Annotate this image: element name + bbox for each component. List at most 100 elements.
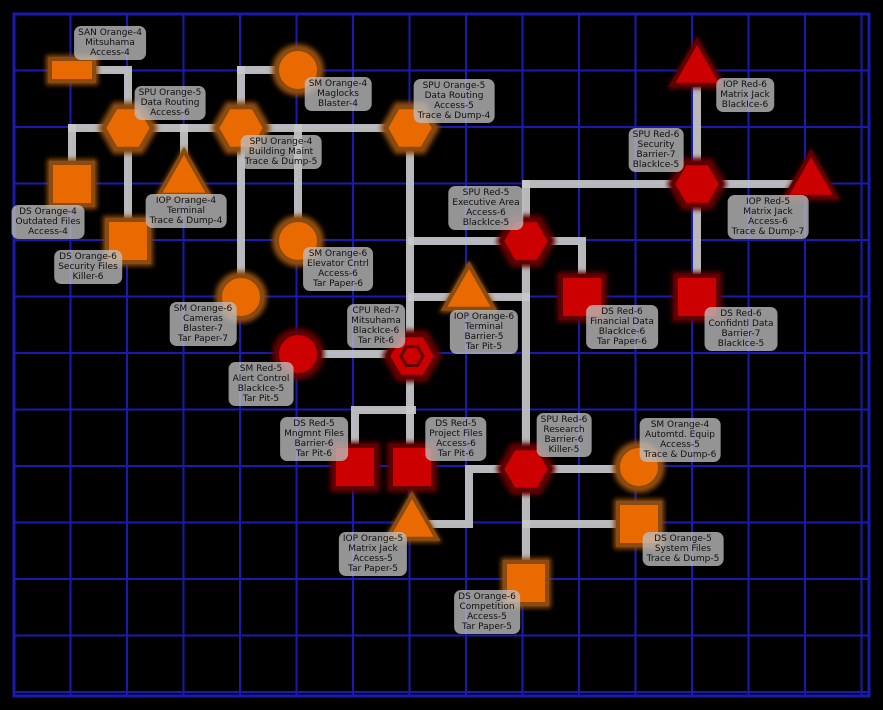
label-line: Trace & Dump-4 xyxy=(417,111,491,121)
label-line: System Files xyxy=(654,544,712,554)
label-line: Access-4 xyxy=(90,48,130,58)
label-line: SM Orange-6 xyxy=(173,304,233,314)
label-line: DS Red-5 xyxy=(293,419,335,429)
label-line: Matrix Jack xyxy=(720,90,770,100)
label-line: BlackIce-6 xyxy=(598,327,646,337)
sm-cameras-label: SM Orange-6 Cameras Blaster-7 Tar Paper-7 xyxy=(169,302,237,346)
grid-border xyxy=(12,12,871,698)
label-line: Automtd. Equip xyxy=(645,430,715,440)
label-line: DS Orange-6 xyxy=(59,252,117,262)
label-line: Blaster-4 xyxy=(317,99,359,109)
label-line: Access-6 xyxy=(318,269,358,279)
label-line: Barrier-6 xyxy=(544,435,584,445)
iop-matrix-jack-5-node[interactable] xyxy=(781,148,841,201)
ds-security-files-label: DS Orange-6 Security Files Killer-6 xyxy=(54,250,122,284)
label-line: IOP Orange-6 xyxy=(453,312,515,322)
san-mitsuhama-node[interactable] xyxy=(46,55,98,85)
label-line: Tar Paper-6 xyxy=(313,279,363,289)
label-line: Elevator Cntrl xyxy=(307,259,369,269)
label-line: SAN Orange-4 xyxy=(78,28,142,38)
label-line: SM Red-5 xyxy=(239,364,283,374)
sm-maglocks-label: SM Orange-4 Maglocks Blaster-4 xyxy=(304,77,372,111)
label-line: Tar Pit-6 xyxy=(357,336,395,346)
label-line: Access-6 xyxy=(436,439,476,449)
spu-data-routing-5-label: SPU Orange-5 Data Routing Access-5 Trace & … xyxy=(413,79,495,123)
iop-terminal-6-node[interactable] xyxy=(439,260,499,313)
ds-security-files-node[interactable] xyxy=(103,216,153,266)
iop-matrix-jack-5-label: IOP Red-5 Matrix Jack Access-6 Trace & Dump… xyxy=(727,195,809,239)
label-line: DS Red-6 xyxy=(601,307,643,317)
spu-executive-label: SPU Red-5 Executive Area Access-6 BlackIce-… xyxy=(448,186,524,230)
label-line: Alert Control xyxy=(232,374,290,384)
iop-terminal-6-label: IOP Orange-6 Terminal Barrier-5 Tar Pit-5 xyxy=(449,310,519,354)
ds-outdated-files-label: DS Orange-4 Outdated Files Access-4 xyxy=(11,205,85,239)
label-line: SPU Red-5 xyxy=(462,188,510,198)
label-line: Barrier-5 xyxy=(464,332,504,342)
label-line: SPU Red-6 xyxy=(632,130,680,140)
label-line: Access-6 xyxy=(466,208,506,218)
label-line: Trace & Dump-5 xyxy=(244,157,318,167)
label-line: Access-6 xyxy=(150,108,190,118)
label-line: Matrix Jack xyxy=(743,207,793,217)
iop-matrix-jack-6-node[interactable] xyxy=(667,36,727,89)
iop-terminal-4-label: IOP Orange-4 Terminal Trace & Dump-4 xyxy=(145,194,227,228)
label-line: DS Orange-5 xyxy=(654,534,712,544)
label-line: BlackIce-5 xyxy=(717,339,765,349)
label-line: Mitsuhama xyxy=(85,38,135,48)
spu-security-node[interactable] xyxy=(667,158,727,210)
label-line: SPU Red-6 xyxy=(540,415,588,425)
ds-mngmnt-files-label: DS Red-5 Mngmnt Files Barrier-6 Tar Pit-6 xyxy=(280,417,348,461)
iop-matrix-jack-orange-label: IOP Orange-5 Matrix Jack Access-5 Tar Paper… xyxy=(338,532,408,576)
label-line: Tar Pit-5 xyxy=(242,394,280,404)
ds-outdated-files-node[interactable] xyxy=(47,159,97,209)
iop-matrix-jack-6-label: IOP Red-6 Matrix Jack BlackIce-6 xyxy=(716,78,774,112)
cpu-mitsuhama-node[interactable] xyxy=(382,330,442,382)
label-line: Outdated Files xyxy=(15,217,81,227)
spu-executive-node[interactable] xyxy=(496,215,556,267)
label-line: SPU Orange-5 xyxy=(422,81,486,91)
label-line: Trace & Dump-4 xyxy=(149,216,223,226)
label-line: Tar Paper-5 xyxy=(348,564,398,574)
label-line: Project Files xyxy=(429,429,483,439)
label-line: Financial Data xyxy=(590,317,654,327)
sm-elevator-label: SM Orange-6 Elevator Cntrl Access-6 Tar Pap… xyxy=(303,247,373,291)
ds-project-files-label: DS Red-5 Project Files Access-6 Tar Pit-6 xyxy=(425,417,487,461)
label-line: Access-5 xyxy=(353,554,393,564)
label-line: Tar Paper-6 xyxy=(597,337,647,347)
label-line: Access-5 xyxy=(467,612,507,622)
label-line: Research xyxy=(543,425,585,435)
iop-matrix-jack-orange-node[interactable] xyxy=(382,490,442,543)
label-line: Access-5 xyxy=(660,440,700,450)
label-line: IOP Orange-4 xyxy=(155,196,217,206)
ds-project-files-node[interactable] xyxy=(387,442,437,492)
ds-financial-label: DS Red-6 Financial Data BlackIce-6 Tar Pape… xyxy=(586,305,658,349)
label-line: Killer-6 xyxy=(72,272,104,282)
label-line: SM Orange-6 xyxy=(308,249,368,259)
label-line: BlackIce-6 xyxy=(721,100,769,110)
ds-system-files-label: DS Orange-5 System Files Trace & Dump-5 xyxy=(642,532,724,566)
label-line: Cameras xyxy=(182,314,224,324)
label-line: Tar Pit-6 xyxy=(295,449,333,459)
label-line: BlackIce-5 xyxy=(462,218,510,228)
label-line: BlackIce-5 xyxy=(632,160,680,170)
label-line: Tar Paper-5 xyxy=(462,622,512,632)
ds-competition-label: DS Orange-6 Competition Access-5 Tar Paper-… xyxy=(454,590,520,634)
spu-security-label: SPU Red-6 Security Barrier-7 BlackIce-5 xyxy=(628,128,684,172)
label-line: Tar Paper-7 xyxy=(178,334,228,344)
label-line: DS Orange-4 xyxy=(19,207,77,217)
label-line: Mngmnt Files xyxy=(284,429,344,439)
label-line: CPU Red-7 xyxy=(352,306,400,316)
label-line: Terminal xyxy=(464,322,504,332)
ds-financial-node[interactable] xyxy=(557,272,607,322)
label-line: IOP Red-6 xyxy=(722,80,768,90)
label-line: Security xyxy=(637,140,675,150)
label-line: Trace & Dump-6 xyxy=(643,450,717,460)
label-line: IOP Red-5 xyxy=(745,197,791,207)
label-line: Security Files xyxy=(58,262,118,272)
label-line: Data Routing xyxy=(424,91,484,101)
label-line: Blaster-7 xyxy=(182,324,224,334)
spu-data-routing-6-label: SPU Orange-5 Data Routing Access-6 xyxy=(134,86,206,120)
label-line: SM Orange-4 xyxy=(308,79,368,89)
label-line: Executive Area xyxy=(452,198,520,208)
